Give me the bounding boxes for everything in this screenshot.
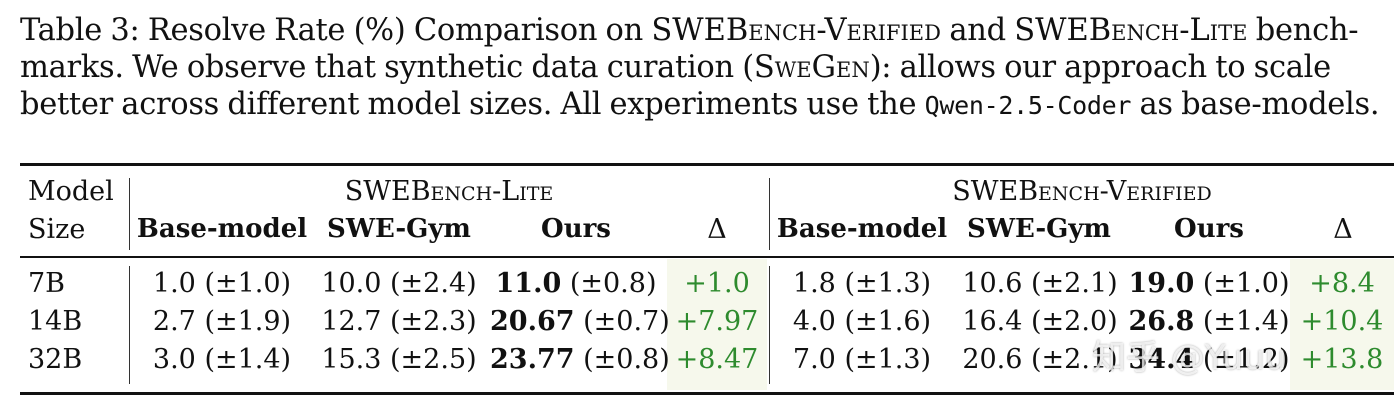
cell-verified-gym: 10.6 (±2.1)	[962, 268, 1118, 299]
col-header-ours-verified: Ours	[1174, 214, 1244, 244]
row-model-size: 14B	[28, 306, 83, 337]
cell-verified-base: 1.8 (±1.3)	[792, 268, 932, 299]
header-model: Model	[28, 176, 114, 207]
row-model-size: 7B	[28, 268, 66, 299]
delta-highlight-verified	[1290, 259, 1394, 390]
delta-highlight-lite	[667, 259, 767, 390]
base-model-name: Qwen-2.5-Coder	[924, 91, 1132, 120]
ours-error: (±0.8)	[574, 344, 670, 375]
cell-lite-gym: 15.3 (±2.5)	[321, 344, 477, 375]
ours-error: (±1.4)	[1194, 306, 1290, 337]
body-separator-mid	[769, 266, 770, 384]
cell-verified-base: 4.0 (±1.6)	[792, 306, 932, 337]
ours-value: 34.4	[1128, 344, 1195, 375]
ours-value: 23.77	[490, 344, 575, 375]
cell-verified-ours: 26.8 (±1.4)	[1126, 306, 1292, 337]
cell-verified-gym: 20.6 (±2.1)	[962, 344, 1118, 375]
cell-lite-gym: 12.7 (±2.3)	[321, 306, 477, 337]
cell-lite-delta: +8.47	[675, 344, 759, 375]
table-bottom-rule	[20, 392, 1394, 395]
col-header-gym-verified: SWE-Gym	[967, 214, 1111, 244]
col-header-delta-lite: Δ	[707, 214, 727, 245]
method-name: SweGen	[753, 50, 870, 85]
ours-value: 26.8	[1128, 306, 1195, 337]
cell-lite-ours: 20.67 (±0.7)	[490, 306, 670, 337]
col-header-base-lite: Base-model	[136, 214, 308, 244]
cell-lite-base: 2.7 (±1.9)	[152, 306, 292, 337]
table-top-rule	[20, 163, 1394, 166]
ours-value: 11.0	[495, 268, 562, 299]
col-header-base-verified: Base-model	[776, 214, 948, 244]
group-header-lite: SWEBench-Lite	[344, 176, 554, 207]
cell-verified-gym: 16.4 (±2.0)	[962, 306, 1118, 337]
cell-verified-delta: +8.4	[1309, 268, 1375, 299]
col-header-gym-lite: SWE-Gym	[327, 214, 471, 244]
ours-error: (±1.2)	[1194, 344, 1290, 375]
cell-verified-ours: 34.4 (±1.2)	[1126, 344, 1292, 375]
cell-lite-ours: 11.0 (±0.8)	[490, 268, 662, 299]
ours-value: 19.0	[1128, 268, 1195, 299]
benchmark-name-verified: SWEBench-Verified	[651, 13, 941, 48]
ours-error: (±0.8)	[561, 268, 657, 299]
ours-error: (±0.7)	[574, 306, 670, 337]
cell-lite-base: 3.0 (±1.4)	[152, 344, 292, 375]
group-header-verified: SWEBench-Verified	[952, 176, 1212, 207]
cell-lite-base: 1.0 (±1.0)	[152, 268, 292, 299]
ours-value: 20.67	[490, 306, 575, 337]
watermark: 知乎 @Yuuu	[1092, 338, 1287, 378]
table-mid-rule	[20, 256, 1394, 258]
row-model-size: 32B	[28, 344, 83, 375]
col-header-delta-verified: Δ	[1333, 214, 1353, 245]
table-caption: Table 3: Resolve Rate (%) Comparison on …	[20, 13, 1380, 122]
header-size: Size	[28, 214, 86, 245]
cell-lite-delta: +7.97	[675, 306, 759, 337]
cell-lite-delta: +1.0	[684, 268, 750, 299]
body-separator-left	[129, 266, 130, 384]
cell-verified-base: 7.0 (±1.3)	[792, 344, 932, 375]
col-header-ours-lite: Ours	[541, 214, 611, 244]
cell-verified-delta: +13.8	[1300, 344, 1384, 375]
header-separator-left	[129, 178, 130, 250]
cell-lite-ours: 23.77 (±0.8)	[490, 344, 670, 375]
cell-verified-delta: +10.4	[1300, 306, 1384, 337]
cell-verified-ours: 19.0 (±1.0)	[1126, 268, 1292, 299]
benchmark-name-lite: SWEBench-Lite	[1014, 13, 1248, 48]
header-separator-mid	[769, 178, 770, 250]
cell-lite-gym: 10.0 (±2.4)	[321, 268, 477, 299]
ours-error: (±1.0)	[1194, 268, 1290, 299]
